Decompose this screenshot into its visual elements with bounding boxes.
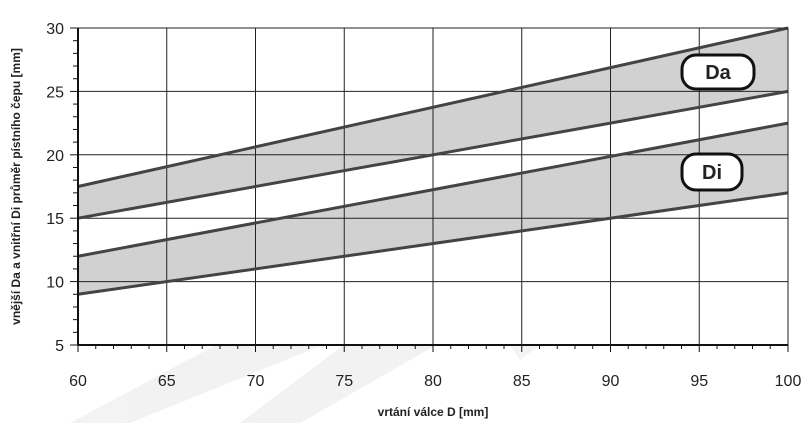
y-tick-labels: 5 10 15 20 25 30: [46, 21, 64, 355]
x-axis-title: vrtání válce D [mm]: [378, 405, 489, 419]
x-tick-label: 100: [775, 373, 802, 390]
y-tick-label: 10: [46, 275, 64, 292]
x-tick-label: 75: [335, 373, 353, 390]
band-label-text: Da: [705, 62, 731, 84]
x-tick-label: 70: [247, 373, 265, 390]
y-tick-label: 25: [46, 84, 64, 101]
y-tick-label: 15: [46, 211, 64, 228]
y-tick-label: 5: [55, 338, 64, 355]
y-axis-title: vnější Da a vnitřní Di průměr pístního č…: [9, 48, 23, 325]
band-label-text: Di: [702, 162, 722, 184]
x-tick-label: 80: [424, 373, 442, 390]
y-tick-label: 30: [46, 21, 64, 38]
y-tick-label: 20: [46, 148, 64, 165]
x-tick-label: 85: [513, 373, 531, 390]
x-tick-label: 60: [69, 373, 87, 390]
x-tick-label: 90: [602, 373, 620, 390]
band-label-da: Da: [682, 55, 754, 89]
band-label-di: Di: [682, 154, 742, 190]
x-tick-label: 65: [158, 373, 176, 390]
x-tick-label: 95: [690, 373, 708, 390]
